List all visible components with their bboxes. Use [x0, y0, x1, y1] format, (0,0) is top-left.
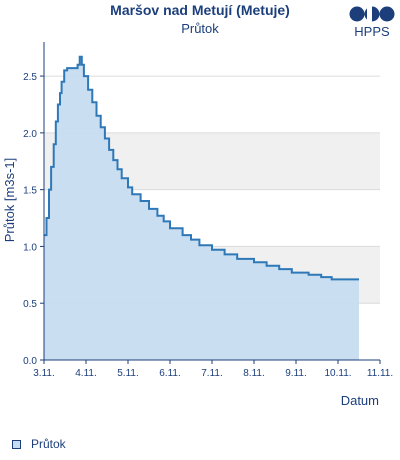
legend[interactable]: Průtok — [12, 437, 66, 451]
legend-swatch-icon — [12, 439, 21, 449]
y-axis-label: Průtok [m3s-1] — [2, 158, 17, 243]
x-tick-label-0: 3.11. — [33, 368, 55, 379]
x-tick-label-3: 6.11. — [159, 368, 181, 379]
series-line-0 — [44, 55, 359, 281]
chart-subtitle: Průtok — [181, 21, 219, 36]
y-tick-label-3: 1.5 — [23, 186, 37, 197]
chart-title: Maršov nad Metují (Metuje) — [110, 2, 290, 18]
logo-text: HPPS — [354, 24, 390, 39]
y-tick-label-2: 1.0 — [23, 242, 37, 253]
y-tick-label-4: 2.0 — [23, 129, 37, 140]
x-tick-label-4: 7.11. — [201, 368, 223, 379]
x-axis-label: Datum — [341, 393, 379, 408]
y-tick-label-5: 2.5 — [23, 72, 37, 83]
series-layer — [44, 55, 359, 361]
y-ticks: 0.0 0.5 1.0 1.5 2.0 2.5 — [23, 72, 44, 367]
x-ticks: 3.11. 4.11. 5.11. 6.11. 7.11. 8.11. 9.11. 10.11… — [33, 360, 393, 379]
logo-mark-icon — [349, 5, 395, 23]
y-tick-label-0: 0.0 — [23, 356, 37, 367]
legend-label: Průtok — [31, 437, 66, 451]
x-tick-label-1: 4.11. — [75, 368, 97, 379]
x-tick-label-8: 11.11. — [367, 368, 393, 379]
x-tick-label-6: 9.11. — [285, 368, 307, 379]
y-tick-label-1: 0.5 — [23, 299, 37, 310]
series-area-0 — [44, 56, 359, 361]
hpps-logo: HPPS — [347, 5, 397, 41]
x-tick-label-5: 8.11. — [243, 368, 265, 379]
x-tick-label-7: 10.11. — [324, 368, 351, 379]
x-tick-label-2: 5.11. — [117, 368, 139, 379]
